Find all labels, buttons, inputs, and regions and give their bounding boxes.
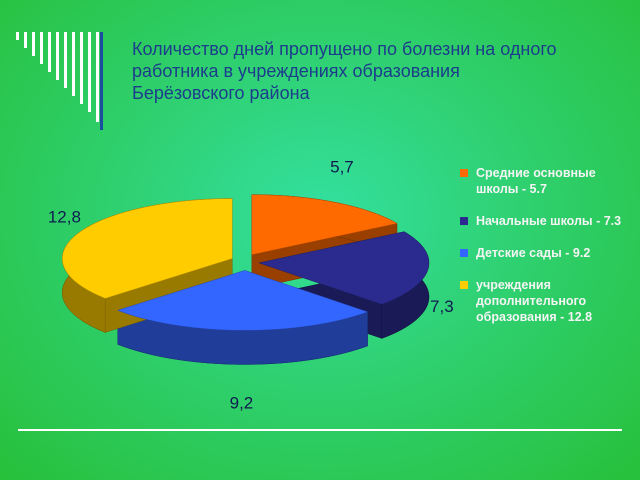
legend-swatch [460, 217, 468, 225]
data-label: 5,7 [330, 157, 354, 176]
legend-label: Средние основные школы - 5.7 [476, 166, 596, 196]
legend-label: учреждения дополнительного образования -… [476, 278, 593, 324]
legend-entry: Детские сады - 9.2 [460, 245, 630, 261]
slice [62, 198, 233, 299]
slice [257, 231, 430, 305]
decor-stripes [16, 32, 103, 130]
legend-entry: Начальные школы - 7.3 [460, 213, 630, 229]
legend-label: Детские сады - 9.2 [476, 246, 591, 260]
data-label: 12,8 [48, 207, 81, 226]
legend: Средние основные школы - 5.7 Начальные шк… [460, 165, 630, 341]
legend-entry: учреждения дополнительного образования -… [460, 277, 630, 325]
legend-swatch [460, 169, 468, 177]
chart-title: Количество дней пропущено по болезни на … [132, 39, 557, 103]
slice [251, 194, 398, 255]
pie: 5,7 7,3 9,2 12,8 [48, 157, 454, 412]
legend-swatch [460, 281, 468, 289]
legend-entry: Средние основные школы - 5.7 [460, 165, 630, 197]
data-label: 7,3 [430, 297, 454, 316]
legend-swatch [460, 249, 468, 257]
legend-label: Начальные школы - 7.3 [476, 214, 622, 228]
slice [116, 270, 369, 331]
data-label: 9,2 [230, 393, 254, 412]
